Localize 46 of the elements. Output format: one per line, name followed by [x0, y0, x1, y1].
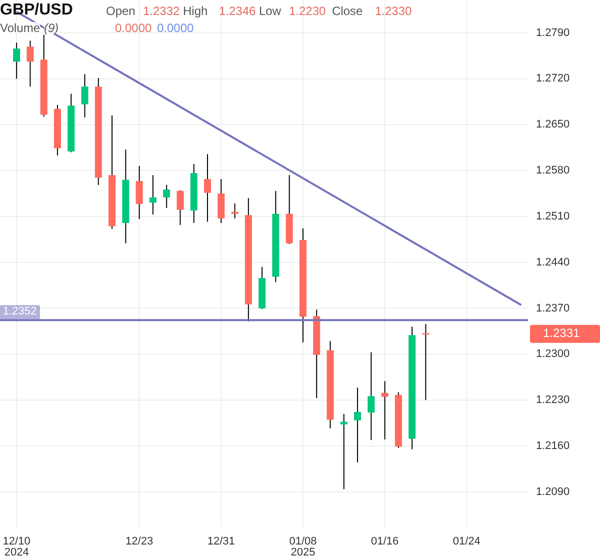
annotation: 1.2330 — [375, 4, 412, 18]
annotation: Volume — [0, 21, 40, 35]
y-tick-label: 1.2440 — [536, 256, 570, 268]
y-tick-label: 1.2790 — [536, 26, 570, 39]
annotation: Low — [259, 4, 282, 18]
candlestick — [354, 387, 362, 463]
candlestick — [149, 174, 156, 215]
y-tick-label: 1.2370 — [536, 302, 570, 314]
y-tick-label: 1.2580 — [536, 164, 570, 177]
y-tick-label: 1.2230 — [536, 394, 570, 406]
annotation: 0.0000 — [157, 21, 194, 35]
y-tick-label: 1.2090 — [536, 486, 570, 498]
y-tick-label: 1.2160 — [536, 440, 570, 452]
candlestick — [368, 352, 375, 441]
candlestick — [176, 190, 184, 226]
x-tick-label: 12/10 2024 — [2, 536, 30, 558]
annotation: High — [183, 4, 208, 18]
candlestick — [231, 202, 238, 219]
candlestick — [13, 42, 20, 80]
annotation: 1.2346 — [219, 4, 256, 18]
candlestick — [136, 165, 143, 220]
candlestick — [81, 74, 88, 118]
annotation: Close — [332, 4, 364, 18]
candlestick — [422, 324, 430, 401]
y-tick-label: 1.2300 — [536, 348, 570, 360]
candlestick — [340, 413, 348, 490]
annotation: (9) — [44, 21, 59, 35]
y-tick-label: 1.2510 — [536, 210, 570, 222]
annotation: 1.2230 — [289, 4, 326, 18]
ref-line-label: 1.2352 — [3, 306, 37, 318]
chart-title: GBP/USD — [0, 2, 73, 18]
x-tick-label: 01/08 2025 — [289, 536, 317, 558]
text: 1.2331 — [543, 326, 580, 340]
x-tick-label: 01/24 — [452, 536, 480, 548]
y-tick-label: 1.2720 — [536, 72, 570, 85]
annotation: 0.0000 — [115, 21, 152, 35]
x-tick-label: 01/16 — [371, 536, 399, 548]
candlestick — [163, 184, 170, 208]
candlestick — [381, 380, 388, 440]
x-tick-label: 12/23 — [126, 536, 154, 548]
x-tick-label: 12/31 — [207, 536, 235, 548]
annotation: Open — [106, 4, 136, 18]
candlestick — [204, 154, 212, 222]
candlestick — [26, 40, 34, 88]
annotation: 1.2332 — [143, 4, 180, 18]
y-tick-label: 1.2650 — [536, 118, 570, 131]
